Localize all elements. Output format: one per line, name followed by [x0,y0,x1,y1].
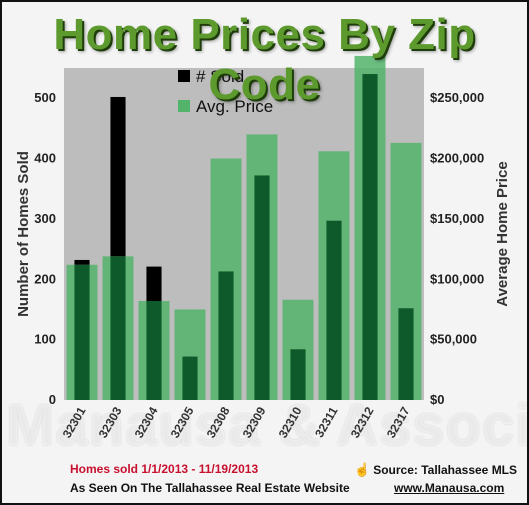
left-tick-label: 400 [34,151,56,166]
category-label-32311: 32311 [312,404,341,440]
watermark: Manausa & Associates [6,392,527,502]
footer-source-text: Source: Tallahassee MLS [373,463,518,477]
category-label-32305: 32305 [168,404,197,440]
footer-website: As Seen On The Tallahassee Real Estate W… [70,481,350,495]
category-label-32301: 32301 [60,404,89,440]
sold-bar-32311 [326,220,342,400]
chart-title: Home Prices By Zip Code [53,10,476,109]
legend-price-swatch [178,100,190,112]
sold-bar-overlap-32301 [74,264,90,400]
left-tick-label: 0 [49,392,56,407]
category-label-32317: 32317 [384,404,413,440]
right-tick-label: $150,000 [430,211,484,226]
sold-bar-32312 [362,74,378,400]
watermark-text: Manausa & Associates [6,393,527,458]
legend-sold-label: # Sold [196,67,244,86]
left-tick-label: 300 [34,211,56,226]
category-label-32304: 32304 [132,404,161,440]
sold-bar-32317 [398,308,414,400]
left-tick-label: 100 [34,332,56,347]
sold-bar-32301 [74,259,90,265]
left-tick-label: 500 [34,90,56,105]
footer-dates: Homes sold 1/1/2013 - 11/19/2013 [70,462,259,476]
footer-source: ☝ Source: Tallahassee MLS [354,462,517,478]
right-tick-label: $250,000 [430,90,484,105]
sold-bar-overlap-32304 [146,301,162,400]
sold-bar-overlap-32303 [110,256,126,400]
legend-sold-swatch [178,70,190,82]
category-label-32309: 32309 [240,404,269,440]
legend-price-label: Avg. Price [196,97,273,116]
right-tick-label: $50,000 [430,332,477,347]
sold-bar-32310 [290,349,306,400]
category-label-32310: 32310 [276,404,305,440]
footer-url-link[interactable]: www.Manausa.com [394,481,505,495]
sold-bar-32309 [254,175,270,400]
sold-bar-32303 [110,96,126,257]
category-label-32303: 32303 [96,404,125,440]
right-tick-label: $100,000 [430,271,484,286]
sold-bar-32305 [182,356,198,400]
sold-bar-32304 [146,266,162,302]
sold-bar-32308 [218,271,234,400]
category-label-32312: 32312 [348,404,377,440]
right-tick-label: $0 [430,392,444,407]
right-tick-label: $200,000 [430,151,484,166]
left-tick-label: 200 [34,271,56,286]
y-axis-right-title: Average Home Price [494,161,511,306]
pointing-hand-icon: ☝ [354,462,371,477]
category-label-32308: 32308 [204,404,233,440]
y-axis-left-title: Number of Homes Sold [15,151,32,317]
